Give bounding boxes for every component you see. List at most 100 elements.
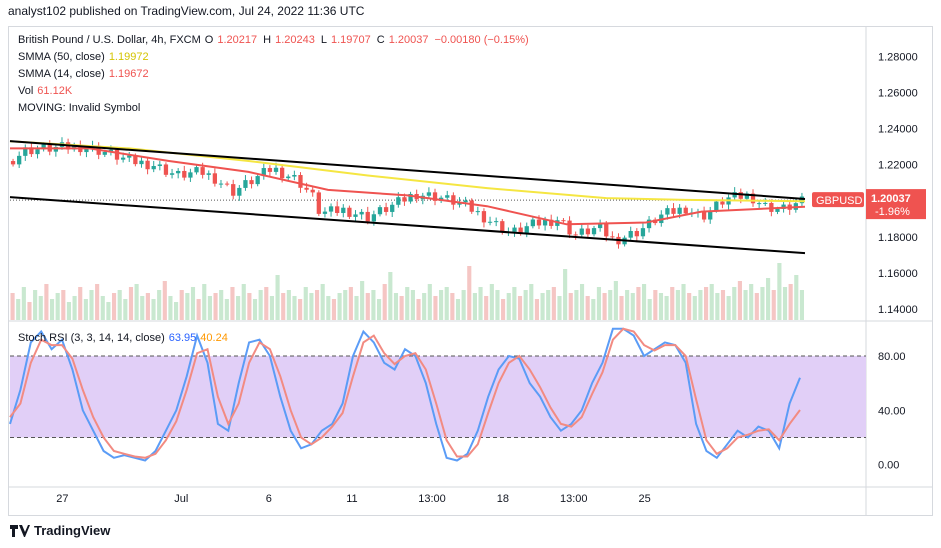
volume-bar: [145, 293, 150, 320]
volume-bar: [726, 296, 731, 320]
candle-body: [102, 151, 107, 155]
volume-bar: [715, 293, 720, 320]
candle-body: [72, 144, 77, 150]
volume-bar: [388, 272, 393, 320]
volume-bar: [117, 290, 122, 320]
candle-body: [237, 187, 242, 196]
stoch-d-line: [9, 327, 801, 459]
volume-bar: [636, 287, 641, 320]
candle-body: [41, 144, 46, 150]
smma14-label: SMMA (14, close): [18, 68, 105, 80]
volume-bar: [501, 299, 506, 320]
symbol-badge: [812, 192, 864, 208]
stoch-tick-label: 40.00: [878, 405, 906, 417]
volume-bar: [670, 287, 675, 320]
volume-bar: [687, 293, 692, 320]
volume-bar: [44, 284, 49, 320]
volume-bar: [140, 296, 145, 320]
volume-bar: [83, 299, 88, 320]
candle-body: [10, 161, 16, 165]
volume-bar: [269, 296, 274, 320]
volume-bar: [529, 284, 534, 320]
volume-bar: [484, 296, 489, 320]
symbol-legend: British Pound / U.S. Dollar, 4h, FXCM O 1.…: [18, 32, 533, 48]
time-tick-label: 11: [346, 493, 357, 505]
candle-body: [640, 228, 646, 237]
volume-bar: [608, 290, 613, 320]
upper-trendline: [9, 140, 806, 200]
volume-bar: [275, 275, 280, 320]
smma50-legend[interactable]: SMMA (50, close) 1.19972: [18, 49, 153, 65]
volume-bar: [647, 299, 652, 320]
tradingview-footer[interactable]: TradingView: [10, 523, 110, 538]
candle-body: [316, 192, 321, 214]
volume-bar: [360, 281, 365, 320]
time-tick-label: 6: [266, 493, 272, 505]
volume-bar: [574, 290, 579, 320]
volume-bar: [782, 287, 788, 320]
candle-body: [35, 149, 40, 155]
candle-body: [84, 148, 89, 153]
candle-body: [212, 173, 218, 184]
volume-bar: [348, 287, 353, 320]
volume-bar: [179, 290, 184, 320]
candle-body: [176, 170, 181, 174]
volume-bar: [658, 293, 664, 320]
volume-bar: [264, 287, 269, 320]
volume-bar: [495, 290, 500, 320]
volume-bar: [664, 296, 669, 320]
candle-body: [17, 155, 22, 165]
volume-bar: [185, 293, 190, 320]
candle-body: [218, 183, 224, 185]
moving-legend[interactable]: MOVING: Invalid Symbol: [18, 100, 144, 116]
smma14-line: [10, 147, 806, 226]
volume-bar: [568, 293, 573, 320]
volume-bar: [591, 299, 596, 320]
candle-body: [530, 219, 536, 227]
volume-label: Vol: [18, 85, 34, 97]
stoch-legend[interactable]: Stoch RSI (3, 3, 14, 14, close) 63.95 40.2…: [18, 330, 232, 346]
candle-body: [714, 201, 719, 211]
volume-bar: [579, 284, 585, 320]
volume-value: 61.12K: [37, 85, 73, 97]
volume-bar: [27, 302, 32, 320]
volume-bar: [489, 284, 494, 320]
symbol-badge-text: GBPUSD: [816, 195, 863, 207]
volume-bar: [371, 290, 376, 320]
volume-bar: [320, 284, 325, 320]
volume-bar: [72, 296, 77, 320]
volume-bar: [766, 278, 771, 320]
candle-body: [206, 173, 211, 175]
volume-bar: [675, 290, 680, 320]
volume-bar: [365, 293, 370, 320]
volume-bar: [771, 290, 776, 320]
volume-bar: [743, 290, 748, 320]
candle-body: [445, 195, 450, 198]
candle-body: [683, 207, 688, 214]
candle-body: [701, 211, 707, 220]
volume-legend[interactable]: Vol 61.12K: [18, 83, 76, 99]
candle-body: [634, 231, 639, 237]
candle-body: [383, 207, 389, 212]
price-tick-label: 1.18000: [878, 232, 918, 244]
candle-body: [402, 197, 407, 202]
volume-bar: [49, 299, 55, 320]
volume-bar: [106, 302, 111, 320]
candle-body: [249, 180, 254, 185]
smma50-label: SMMA (50, close): [18, 51, 105, 63]
volume-bar: [168, 296, 173, 320]
candle-body: [157, 164, 162, 167]
volume-bar: [596, 287, 602, 320]
candle-body: [720, 201, 725, 205]
volume-bar: [653, 290, 658, 320]
candle-body: [744, 193, 750, 199]
candle-body: [133, 155, 138, 165]
candle-body: [549, 219, 554, 226]
stoch-k-value: 63.95: [168, 332, 197, 344]
symbol-title[interactable]: British Pound / U.S. Dollar, 4h, FXCM: [18, 34, 201, 46]
smma14-legend[interactable]: SMMA (14, close) 1.19672: [18, 66, 153, 82]
volume-bar: [517, 296, 523, 320]
price-tick-label: 1.14000: [878, 304, 918, 316]
price-badge-pct: -1.96%: [875, 206, 910, 218]
